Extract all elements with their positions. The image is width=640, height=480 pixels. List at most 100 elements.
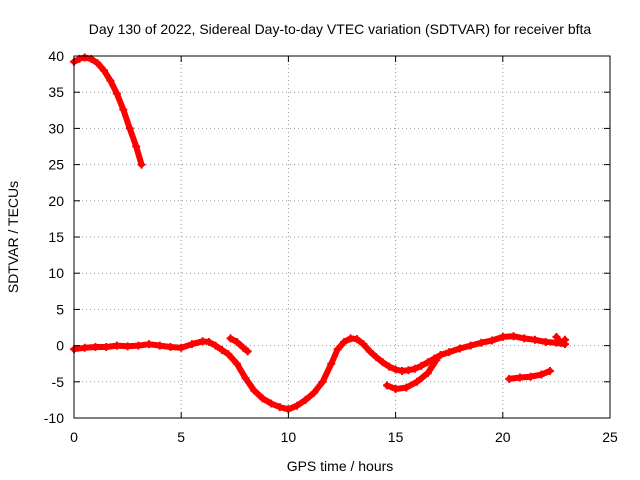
x-tick-label: 0 — [70, 429, 78, 445]
data-point — [477, 338, 486, 347]
data-point — [91, 343, 100, 352]
data-point — [132, 142, 141, 151]
data-point — [530, 335, 539, 344]
data-point — [340, 337, 349, 346]
data-point — [445, 348, 454, 357]
data-point — [243, 347, 252, 356]
data-point — [333, 345, 342, 354]
y-tick-label: 10 — [48, 265, 64, 281]
data-point — [327, 359, 336, 368]
data-point — [258, 394, 267, 403]
y-tick-label: -10 — [44, 410, 64, 426]
y-tick-label: 20 — [48, 193, 64, 209]
data-point — [383, 381, 392, 390]
x-tick-label: 10 — [281, 429, 297, 445]
data-point — [353, 335, 362, 344]
data-point — [520, 334, 529, 343]
data-point — [552, 332, 561, 341]
data-point — [250, 386, 259, 395]
data-point — [205, 337, 214, 346]
data-point — [80, 53, 89, 62]
data-point — [526, 372, 535, 381]
data-point — [537, 370, 546, 379]
data-point — [119, 105, 128, 114]
data-point — [80, 343, 89, 352]
chart-title: Day 130 of 2022, Sidereal Day-to-day VTE… — [89, 21, 592, 37]
series-line-2 — [71, 333, 568, 413]
data-point — [112, 89, 121, 98]
data-point — [211, 341, 220, 350]
x-tick-label: 25 — [602, 429, 618, 445]
data-point — [284, 405, 293, 414]
data-point — [134, 341, 143, 350]
data-point — [359, 340, 368, 349]
data-point — [488, 336, 497, 345]
data-point — [112, 341, 121, 350]
data-point — [217, 345, 226, 354]
data-point — [102, 343, 111, 352]
data-point — [166, 343, 175, 352]
grid-lines — [74, 56, 610, 418]
y-tick-label: 15 — [48, 229, 64, 245]
x-tick-label: 15 — [388, 429, 404, 445]
y-tick-label: 40 — [48, 48, 64, 64]
data-point — [187, 340, 196, 349]
data-point — [505, 374, 514, 383]
data-point — [391, 365, 400, 374]
data-point — [560, 335, 569, 344]
y-tick-label: 0 — [56, 338, 64, 354]
y-axis-label: SDTVAR / TECUs — [5, 181, 21, 293]
data-point — [423, 358, 432, 367]
data-point — [423, 369, 432, 378]
y-tick-label: 25 — [48, 157, 64, 173]
data-point — [177, 343, 186, 352]
data-point — [432, 356, 441, 365]
data-point — [556, 338, 565, 347]
data-point — [100, 66, 109, 75]
data-point — [232, 359, 241, 368]
data-point — [436, 351, 445, 360]
data-point — [365, 347, 374, 356]
data-point — [498, 332, 507, 341]
data-point — [125, 124, 134, 133]
data-point — [372, 353, 381, 362]
data-point — [515, 373, 524, 382]
plot-area — [70, 53, 569, 414]
data-point — [410, 364, 419, 373]
y-tick-label: 30 — [48, 120, 64, 136]
data-point — [509, 332, 518, 341]
data-point — [155, 341, 164, 350]
data-point — [310, 388, 319, 397]
data-point — [232, 337, 241, 346]
data-point — [226, 334, 235, 343]
data-point — [318, 377, 327, 386]
data-point — [541, 337, 550, 346]
data-point — [241, 374, 250, 383]
x-axis-label: GPS time / hours — [287, 458, 394, 474]
data-point — [404, 366, 413, 375]
data-point — [545, 366, 554, 375]
series-line-1 — [71, 54, 145, 168]
data-point — [224, 350, 233, 359]
data-point — [413, 377, 422, 386]
data-point — [106, 76, 115, 85]
data-point — [93, 59, 102, 68]
data-point — [455, 344, 464, 353]
axis-ticks: 0 5 10 15 20 25 -10 -5 0 5 10 15 20 25 30 35 40 — [44, 48, 618, 445]
data-point — [123, 342, 132, 351]
data-point — [417, 361, 426, 370]
y-tick-label: 5 — [56, 301, 64, 317]
x-tick-label: 20 — [495, 429, 511, 445]
data-point — [385, 362, 394, 371]
data-point — [391, 385, 400, 394]
data-point — [292, 401, 301, 410]
y-tick-label: 35 — [48, 84, 64, 100]
x-tick-label: 5 — [177, 429, 185, 445]
series-line-3 — [227, 335, 251, 355]
data-point — [378, 358, 387, 367]
data-point — [466, 341, 475, 350]
data-point — [275, 403, 284, 412]
data-point — [301, 395, 310, 404]
y-tick-label: -5 — [52, 374, 65, 390]
